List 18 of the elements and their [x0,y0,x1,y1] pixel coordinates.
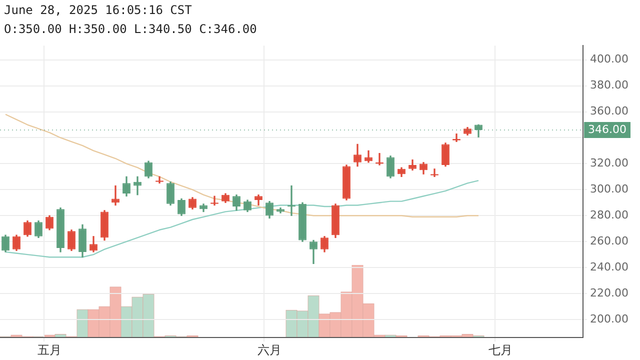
y-tick-label: 260.00 [590,234,628,248]
y-tick-label: 400.00 [590,52,628,66]
y-tick-label: 280.00 [590,208,628,222]
x-tick-label: 七月 [488,342,512,357]
y-tick-label: 360.00 [590,104,628,118]
ref-line-label: 346.00 [588,122,626,136]
candlestick [134,176,142,196]
y-tick-label: 200.00 [590,312,628,326]
y-tick-label: 240.00 [590,260,628,274]
y-tick-label: 320.00 [590,156,628,170]
chart-subtitle: O:350.00 H:350.00 L:340.50 C:346.00 [4,21,257,38]
candlestick [112,185,120,206]
y-tick-label: 380.00 [590,78,628,92]
x-tick-label: 五月 [38,342,62,357]
chart-title: June 28, 2025 16:05:16 CST [4,2,193,19]
x-tick-label: 六月 [258,342,282,357]
y-tick-label: 220.00 [590,286,628,300]
y-tick-label: 300.00 [590,182,628,196]
